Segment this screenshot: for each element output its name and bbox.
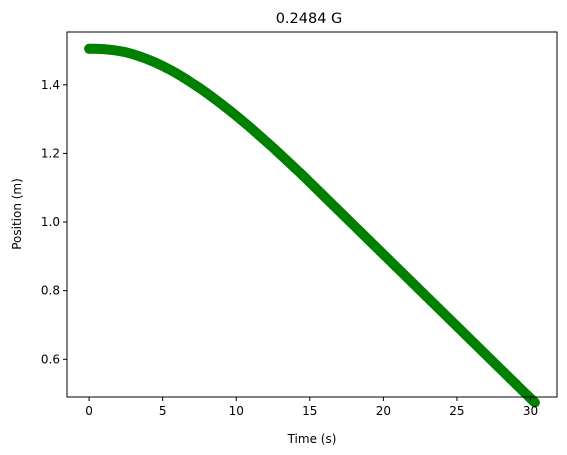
x-axis-label: Time (s) — [287, 432, 337, 446]
x-tick-label: 5 — [159, 404, 167, 418]
plot-area — [66, 31, 558, 408]
x-tick-label: 15 — [302, 404, 317, 418]
y-axis-label: Position (m) — [10, 178, 24, 250]
x-tick-label: 10 — [229, 404, 244, 418]
y-tick-label: 1.4 — [41, 78, 60, 92]
y-tick-label: 0.6 — [41, 352, 60, 366]
x-tick-label: 20 — [376, 404, 391, 418]
x-tick-label: 30 — [523, 404, 538, 418]
plot-background — [67, 32, 557, 397]
data-point — [529, 397, 540, 408]
y-axis-ticks: 0.6 0.8 1.0 1.2 1.4 — [41, 78, 67, 366]
y-tick-label: 1.2 — [41, 146, 60, 160]
data-points-layer — [84, 43, 540, 408]
x-tick-label: 25 — [449, 404, 464, 418]
y-tick-label: 0.8 — [41, 284, 60, 298]
chart-title: 0.2484 G — [276, 11, 343, 27]
y-tick-label: 1.0 — [41, 215, 60, 229]
x-axis-ticks: 0 5 10 15 20 25 30 — [85, 397, 538, 418]
plot-frame — [66, 31, 558, 398]
x-tick-label: 0 — [85, 404, 93, 418]
